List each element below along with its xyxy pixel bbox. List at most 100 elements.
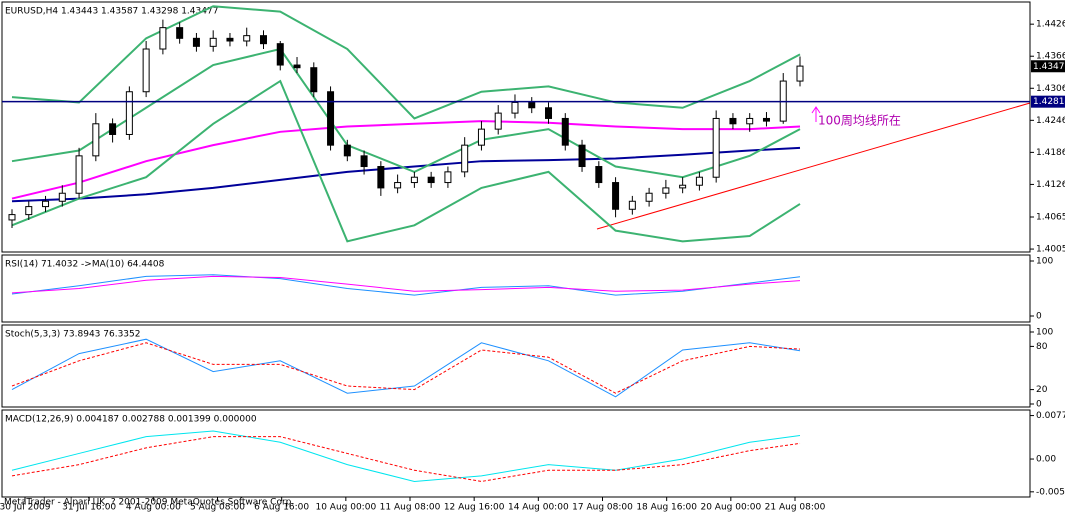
annotation: 100周均线所在: [818, 114, 901, 128]
candle-body: [176, 27, 184, 39]
indicator-line: [11, 79, 801, 243]
candle-body: [461, 144, 469, 173]
candle-body: [410, 176, 418, 184]
candle-body: [494, 112, 502, 130]
candle-body: [612, 182, 620, 210]
candle-body: [276, 43, 284, 66]
pane-frame: [1, 254, 1031, 323]
y-tick-label: 1.44265: [1036, 20, 1065, 30]
candle-body: [25, 206, 33, 216]
indicator-line: [11, 146, 801, 203]
x-tick-label: 18 Aug 16:00: [636, 503, 697, 513]
pane-title: MACD(12,26,9) 0.004187 0.002788 0.001399…: [5, 415, 257, 425]
y-tick-label: 80: [1036, 342, 1048, 352]
x-tick-label: 6 Aug 16:00: [254, 503, 309, 513]
candle-body: [209, 37, 217, 47]
indicator-line: [11, 342, 801, 394]
x-tick-label: 10 Aug 00:00: [315, 503, 376, 513]
y-tick-label: 20: [1036, 385, 1048, 395]
x-tick-label: 21 Aug 08:00: [765, 503, 826, 513]
indicator-line: [11, 5, 801, 120]
y-tick-label: 0.00: [1036, 455, 1056, 465]
indicator-line: [11, 275, 801, 294]
y-tick-label: 1.42465: [1036, 116, 1065, 126]
x-tick-label: 11 Aug 08:00: [380, 503, 441, 513]
candle-body: [628, 200, 636, 210]
candle-body: [92, 123, 100, 157]
candle-body: [695, 176, 703, 186]
indicator-line: [11, 430, 801, 482]
x-tick-label: 31 Jul 16:00: [62, 503, 116, 513]
y-tick-label: 1.41865: [1036, 148, 1065, 158]
trend-line: [596, 102, 1031, 230]
y-tick-label: 100: [1036, 328, 1053, 338]
annotation-arrow: [811, 106, 821, 122]
candle-body: [679, 184, 687, 189]
footer: MetaTrader - Alpari UK, ? 2001-2009 Meta…: [4, 498, 294, 508]
candle-body: [109, 123, 117, 135]
candle-body: [762, 117, 770, 122]
x-tick-label: 30 Jul 2009: [0, 503, 51, 513]
y-tick-label: 0: [1036, 400, 1042, 410]
y-tick-label: 0.007763: [1036, 411, 1065, 421]
candle-body: [511, 101, 519, 114]
x-tick-label: 17 Aug 08:00: [572, 503, 633, 513]
candle-body: [545, 107, 553, 119]
indicator-line: [11, 338, 801, 398]
candle-body: [729, 117, 737, 125]
x-tick-label: 14 Aug 00:00: [508, 503, 569, 513]
y-tick-label: 1.43665: [1036, 52, 1065, 62]
candle-body: [595, 166, 603, 184]
x-tick-label: 5 Aug 08:00: [190, 503, 245, 513]
pane-title: Stoch(5,3,3) 73.8943 76.3352: [5, 330, 140, 340]
candle-body: [645, 192, 653, 202]
candle-body: [243, 35, 251, 42]
candle-body: [259, 35, 267, 45]
price-box: [1031, 60, 1065, 73]
indicator-line: [11, 120, 801, 200]
candle-body: [528, 101, 536, 109]
candle-body: [377, 166, 385, 189]
y-tick-label: -0.005855: [1036, 487, 1065, 497]
candle-body: [360, 155, 368, 168]
candle-body: [746, 117, 754, 125]
pane-frame: [1, 409, 1031, 498]
candle-body: [561, 117, 569, 146]
candle-body: [293, 64, 301, 69]
candle-body: [42, 200, 50, 208]
pane-title: EURUSD,H4 1.43443 1.43587 1.43298 1.4347…: [5, 7, 218, 17]
candle-body: [58, 192, 66, 202]
x-tick-label: 12 Aug 16:00: [444, 503, 505, 513]
x-tick-label: 4 Aug 00:00: [126, 503, 181, 513]
candle-body: [662, 187, 670, 194]
candle-body: [192, 37, 200, 47]
candle-body: [578, 144, 586, 168]
candle-body: [427, 176, 435, 184]
level-label: 1.42814: [1033, 97, 1065, 107]
candle-body: [142, 48, 150, 93]
candle-body: [712, 117, 720, 178]
y-tick-label: 1.40055: [1036, 245, 1065, 255]
candle-body: [226, 37, 234, 42]
pane-frame: [1, 1, 1031, 253]
candle-body: [125, 91, 133, 135]
candle-body: [159, 27, 167, 50]
candle-body: [327, 91, 335, 146]
pane-frame: [1, 324, 1031, 408]
indicator-line: [11, 436, 801, 482]
candle-body: [444, 171, 452, 184]
y-tick-label: 1.43065: [1036, 84, 1065, 94]
candle-body: [394, 182, 402, 189]
y-tick-label: 100: [1036, 257, 1053, 267]
candle-body: [796, 65, 804, 82]
y-tick-label: 1.41265: [1036, 180, 1065, 190]
y-tick-label: 1.40655: [1036, 213, 1065, 223]
indicator-line: [11, 274, 801, 296]
price-label: 1.43477: [1033, 62, 1065, 72]
candle-body: [8, 214, 16, 221]
candle-body: [75, 155, 83, 194]
x-tick-label: 20 Aug 00:00: [700, 503, 761, 513]
level-box: [1031, 95, 1065, 108]
